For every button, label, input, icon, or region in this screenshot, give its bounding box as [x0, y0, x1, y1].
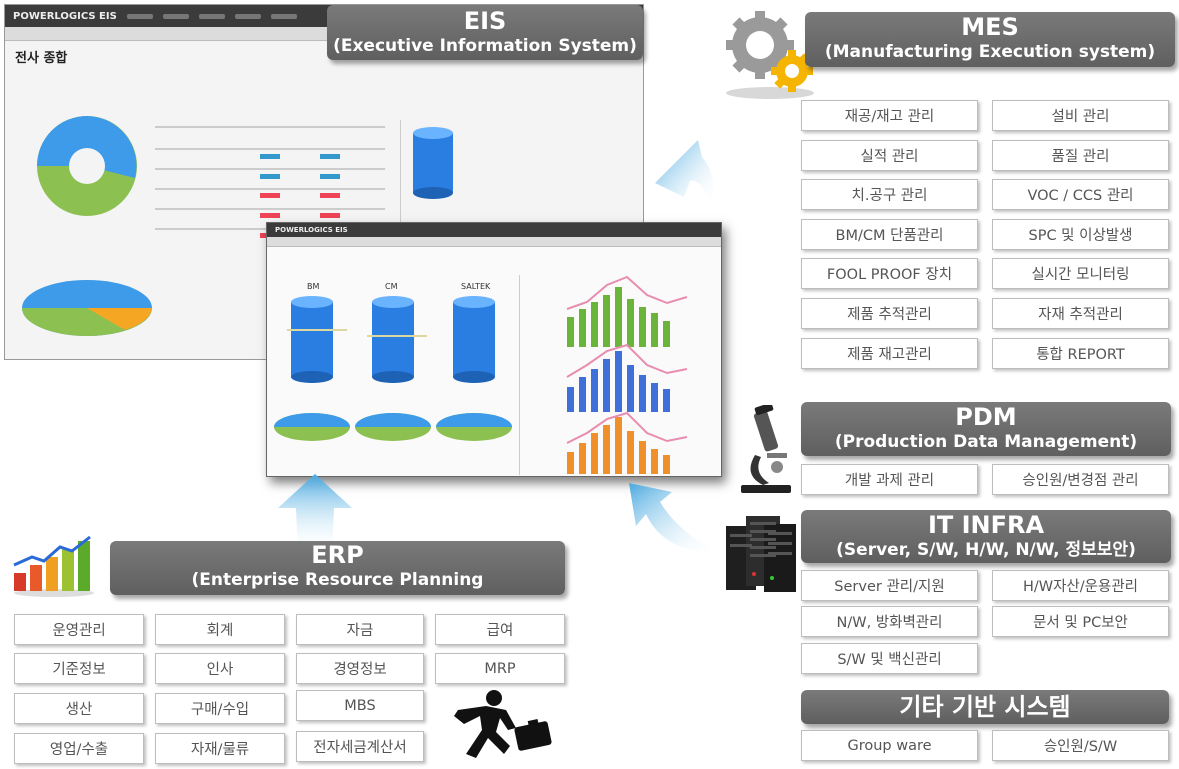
- infra-item-doc-pc-security[interactable]: 문서 및 PC보안: [992, 606, 1169, 637]
- eis-subtitle: (Executive Information System): [333, 36, 637, 56]
- eis-dashboard-topbar: POWERLOGICS EIS: [267, 223, 721, 237]
- eis-screenshot-logo: POWERLOGICS EIS: [13, 10, 117, 22]
- eis-dashboard-screenshot: POWERLOGICS EIS BM CM SALTEK: [266, 222, 722, 477]
- erp-item-management-info[interactable]: 경영정보: [296, 653, 424, 684]
- etc-item-groupware[interactable]: Group ware: [801, 730, 978, 761]
- arrow-erp-to-eis: [278, 474, 352, 554]
- mes-item-product-tracking[interactable]: 제품 추적관리: [801, 298, 978, 329]
- bar-chart-icon: [13, 535, 94, 597]
- mes-item-wip-inventory[interactable]: 재공/재고 관리: [801, 100, 978, 131]
- erp-item-funds[interactable]: 자금: [296, 614, 424, 645]
- eis-section-bm: BM: [307, 282, 319, 291]
- mes-item-integrated-report[interactable]: 통합 REPORT: [992, 338, 1169, 369]
- mes-item-product-inventory[interactable]: 제품 재고관리: [801, 338, 978, 369]
- infra-header: IT INFRA (Server, S/W, H/W, N/W, 정보보안): [801, 510, 1171, 563]
- eis-title: EIS: [463, 7, 507, 35]
- erp-title: ERP: [311, 541, 364, 569]
- erp-item-payroll[interactable]: 급여: [435, 614, 565, 645]
- infra-subtitle: (Server, S/W, H/W, N/W, 정보보안): [836, 540, 1136, 560]
- mes-item-voc-ccs[interactable]: VOC / CCS 관리: [992, 179, 1169, 210]
- mes-item-tooling[interactable]: 치.공구 관리: [801, 179, 978, 210]
- erp-item-e-tax-invoice[interactable]: 전자세금계산서: [296, 731, 424, 762]
- infra-title: IT INFRA: [927, 511, 1045, 539]
- erp-item-sales-export[interactable]: 영업/수출: [14, 733, 144, 764]
- pdm-header: PDM (Production Data Management): [801, 402, 1171, 456]
- infra-item-sw-antivirus[interactable]: S/W 및 백신관리: [801, 643, 978, 674]
- mes-item-fool-proof[interactable]: FOOL PROOF 장치: [801, 258, 978, 289]
- mes-title: MES: [961, 13, 1019, 41]
- erp-item-operations[interactable]: 운영관리: [14, 614, 144, 645]
- erp-item-purchasing-import[interactable]: 구매/수입: [155, 693, 285, 724]
- etc-header: 기타 기반 시스템: [801, 690, 1169, 724]
- pdm-subtitle: (Production Data Management): [834, 432, 1138, 452]
- server-rack-icon: [726, 516, 796, 592]
- mes-item-equipment[interactable]: 설비 관리: [992, 100, 1169, 131]
- infra-item-hw-assets[interactable]: H/W자산/운용관리: [992, 570, 1169, 601]
- arrow-pdm-to-eis: [629, 483, 719, 553]
- eis-dashboard-content: BM CM SALTEK: [267, 247, 721, 476]
- erp-item-materials-logistics[interactable]: 자재/물류: [155, 733, 285, 764]
- mes-item-bm-cm[interactable]: BM/CM 단품관리: [801, 219, 978, 250]
- erp-item-mbs[interactable]: MBS: [296, 690, 424, 721]
- running-businessman-icon: [454, 690, 552, 758]
- microscope-icon: [741, 405, 791, 493]
- infra-item-server[interactable]: Server 관리/지원: [801, 570, 978, 601]
- gears-icon: [726, 11, 814, 99]
- erp-header: ERP (Enterprise Resource Planning: [110, 541, 565, 595]
- etc-item-approval-sw[interactable]: 승인원/S/W: [992, 730, 1169, 761]
- erp-item-master-data[interactable]: 기준정보: [14, 653, 144, 684]
- mes-item-quality[interactable]: 품질 관리: [992, 140, 1169, 171]
- etc-title: 기타 기반 시스템: [899, 693, 1071, 721]
- pdm-title: PDM: [955, 403, 1017, 431]
- erp-item-accounting[interactable]: 회계: [155, 614, 285, 645]
- eis-section-cm: CM: [385, 282, 398, 291]
- mes-header: MES (Manufacturing Execution system): [805, 12, 1175, 67]
- erp-item-mrp[interactable]: MRP: [435, 653, 565, 684]
- erp-subtitle: (Enterprise Resource Planning: [191, 570, 484, 590]
- mes-item-realtime-monitoring[interactable]: 실시간 모니터링: [992, 258, 1169, 289]
- arrow-mes-to-eis: [655, 140, 714, 205]
- infra-item-network-firewall[interactable]: N/W, 방화벽관리: [801, 606, 978, 637]
- mes-subtitle: (Manufacturing Execution system): [824, 42, 1156, 62]
- pdm-item-approvals-changes[interactable]: 승인원/변경점 관리: [992, 464, 1169, 495]
- eis-section-saltek: SALTEK: [461, 282, 491, 291]
- mes-item-performance[interactable]: 실적 관리: [801, 140, 978, 171]
- erp-item-production[interactable]: 생산: [14, 693, 144, 724]
- eis-dashboard-logo: POWERLOGICS EIS: [275, 226, 348, 234]
- erp-item-hr[interactable]: 인사: [155, 653, 285, 684]
- mes-item-spc[interactable]: SPC 및 이상발생: [992, 219, 1169, 250]
- eis-screenshot-title: 전사 종합: [15, 51, 68, 66]
- mes-item-material-tracking[interactable]: 자재 추적관리: [992, 298, 1169, 329]
- eis-screenshot-content: [22, 116, 453, 359]
- eis-header: EIS (Executive Information System): [327, 5, 643, 60]
- pdm-item-dev-projects[interactable]: 개발 과제 관리: [801, 464, 978, 495]
